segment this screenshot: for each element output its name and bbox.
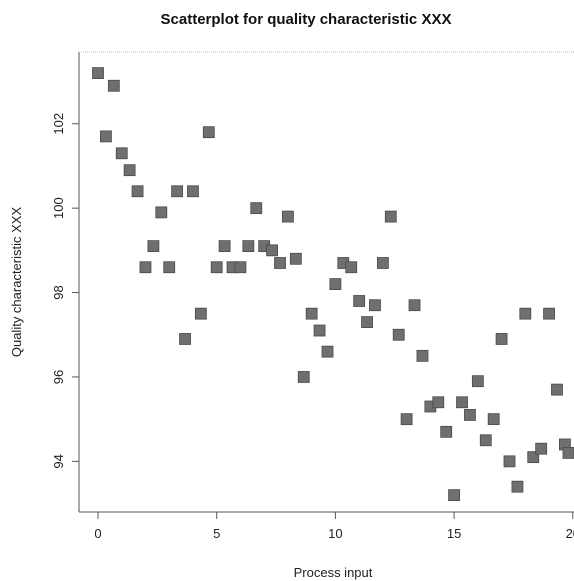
y-tick-label: 100 [51,197,66,219]
data-point [297,371,310,383]
data-point [345,261,358,274]
data-point [329,278,342,291]
data-point [416,349,429,362]
data-point [471,375,484,388]
x-tick-label: 20 [566,526,574,541]
data-point [187,185,199,198]
y-axis-label: Quality characteristic XXX [9,207,24,358]
data-point [376,257,389,269]
data-point [305,307,318,320]
y-tick-label: 102 [51,113,66,135]
data-point [511,480,524,493]
data-point [115,147,128,160]
data-point [353,295,366,307]
data-point [456,396,468,409]
data-point [147,240,160,253]
data-point [218,240,231,253]
data-point [400,413,413,426]
data-point [179,333,191,345]
data-point [250,202,263,215]
data-point [527,451,540,464]
x-tick-label: 5 [213,526,220,541]
data-point [139,261,152,274]
data-points [92,67,574,502]
data-point [234,261,247,274]
data-point [163,261,176,274]
data-point [392,328,405,341]
y-axis-ticks: 94 96 98 100 102 [51,113,79,469]
data-point [535,442,548,455]
data-point [495,333,508,345]
data-point [479,434,492,447]
data-point [210,261,223,274]
data-point [408,299,421,312]
chart-title: Scatterplot for quality characteristic X… [161,11,452,28]
data-point [503,455,516,468]
data-point [202,126,215,139]
data-point [384,210,397,223]
data-point [448,489,461,502]
data-point [99,130,112,143]
x-tick-label: 0 [94,526,101,541]
data-point [266,244,278,257]
data-point [289,252,302,265]
data-point [92,67,104,80]
data-point [242,240,255,253]
data-point [123,164,136,177]
x-axis-ticks: 0 5 10 15 20 [94,512,574,541]
data-point [551,383,563,396]
data-point [543,307,555,320]
data-point [321,345,334,358]
y-tick-label: 98 [51,285,66,299]
data-point [274,257,286,269]
data-point [432,396,445,409]
y-tick-label: 94 [51,454,66,468]
data-point [440,425,453,438]
data-point [107,79,120,92]
data-point [282,210,294,223]
x-tick-label: 10 [328,526,342,541]
data-point [519,307,532,320]
y-tick-label: 96 [51,370,66,384]
data-point [131,185,144,198]
data-point [155,206,168,219]
data-point [487,413,500,426]
data-point [464,409,476,421]
x-axis-label: Process input [294,565,373,580]
data-point [313,324,326,337]
x-tick-label: 15 [447,526,461,541]
data-point [562,447,574,459]
data-point [194,307,207,320]
data-point [369,299,381,312]
data-point [361,316,373,328]
data-point [171,185,184,198]
